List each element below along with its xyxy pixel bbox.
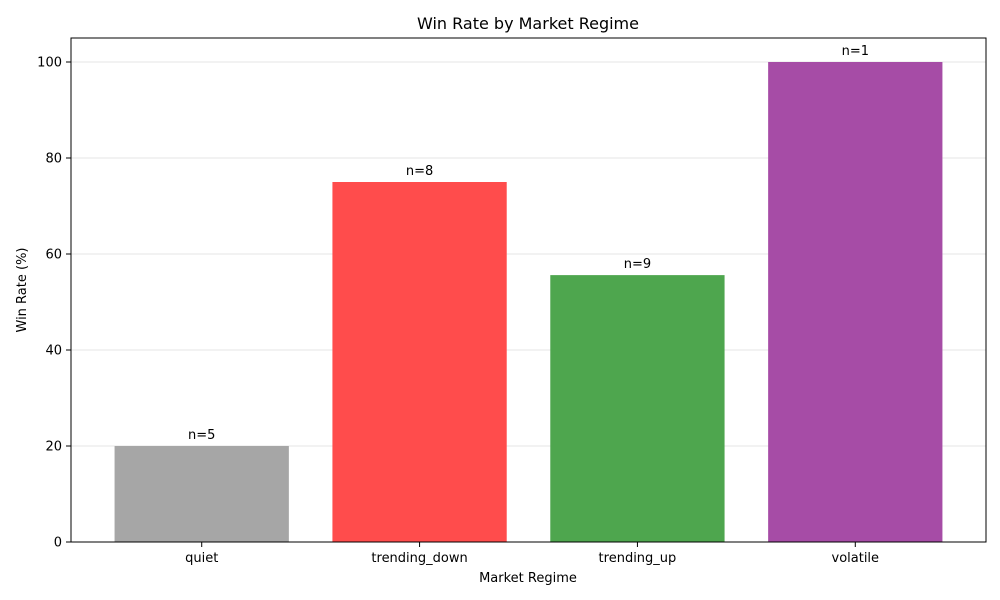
data-label-trending-up: n=9 (624, 257, 651, 272)
x-tick-label-volatile: volatile (832, 551, 880, 566)
data-label-quiet: n=5 (188, 428, 215, 443)
bar-trending-down (332, 182, 507, 542)
data-label-volatile: n=1 (842, 44, 869, 59)
data-labels-layer: n=5 n=8 n=9 n=1 (188, 44, 869, 443)
x-axis-label: Market Regime (479, 571, 577, 586)
y-tick-label-20: 20 (45, 440, 62, 455)
y-tick-label-40: 40 (45, 344, 62, 359)
data-label-trending-down: n=8 (406, 164, 433, 179)
x-tick-label-trending-down: trending_down (371, 551, 467, 566)
y-tick-label-80: 80 (45, 152, 62, 167)
plot-frame (70, 37, 987, 543)
y-tick-label-0: 0 (54, 536, 62, 551)
bar-volatile (768, 62, 943, 542)
y-axis-label: Win Rate (%) (15, 248, 30, 333)
bars-layer (114, 62, 943, 542)
y-tick-label-60: 60 (45, 248, 62, 263)
y-tick-label-100: 100 (37, 56, 62, 71)
bar-quiet (114, 446, 289, 542)
x-tick-label-quiet: quiet (185, 551, 218, 566)
axes-layer: 0 20 40 60 80 100 quiet trending_down trending_u… (37, 37, 987, 566)
bar-trending-up (550, 275, 725, 542)
chart-title: Win Rate by Market Regime (417, 14, 639, 33)
x-tick-label-trending-up: trending_up (599, 551, 677, 566)
